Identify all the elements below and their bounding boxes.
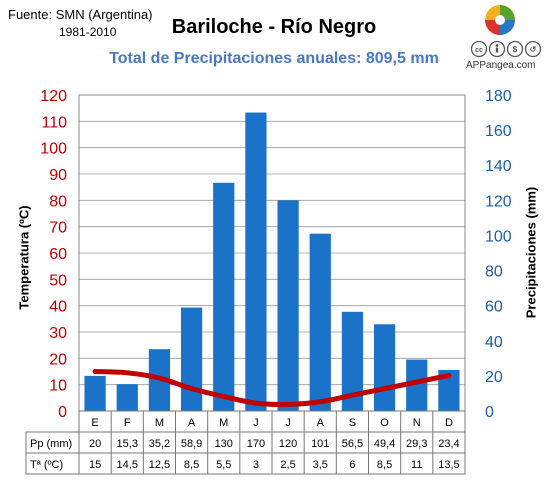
table-row-label: Pp (mm) xyxy=(30,438,72,450)
category-label: J xyxy=(253,417,259,429)
precipitation-bar xyxy=(213,182,235,411)
precipitation-bar xyxy=(245,112,267,412)
y-right-tick-label: 160 xyxy=(485,123,512,140)
table-cell: 12,5 xyxy=(149,459,170,471)
chart-title: Bariloche - Río Negro xyxy=(171,16,377,38)
y-right-tick-label: 0 xyxy=(485,404,494,421)
category-label: S xyxy=(349,417,356,429)
table-cell: 35,2 xyxy=(149,438,170,450)
license-badges: cc $ ↺ xyxy=(470,40,542,58)
brand-name: APPangea.com xyxy=(466,60,536,71)
table-cell: 170 xyxy=(247,438,265,450)
appangea-logo-icon xyxy=(485,5,515,35)
table-row-label: Tª (ºC) xyxy=(30,459,63,471)
y-left-tick-label: 90 xyxy=(49,167,67,184)
category-label: A xyxy=(317,417,325,429)
svg-text:$: $ xyxy=(513,45,518,54)
table-cell: 2,5 xyxy=(280,459,295,471)
table-cell: 3 xyxy=(253,459,259,471)
table-cell: 6 xyxy=(349,459,355,471)
precipitation-bar xyxy=(84,375,106,411)
table-cell: 56,5 xyxy=(342,438,363,450)
y-left-tick-label: 10 xyxy=(49,378,67,395)
svg-text:↺: ↺ xyxy=(530,45,537,54)
temperature-line xyxy=(92,369,452,407)
y-left-tick-label: 120 xyxy=(40,88,67,105)
category-label: O xyxy=(380,417,389,429)
category-label: M xyxy=(155,417,164,429)
y-right-tick-label: 20 xyxy=(485,369,503,386)
precipitation-bar xyxy=(341,311,364,411)
y-left-tick-label: 0 xyxy=(58,404,67,421)
y-left-tick-label: 60 xyxy=(49,246,67,263)
sa-icon: ↺ xyxy=(524,40,542,58)
cc-icon: cc xyxy=(470,40,488,58)
y-right-tick-label: 120 xyxy=(485,193,512,210)
table-row xyxy=(25,452,466,475)
category-label: F xyxy=(124,417,131,429)
precipitation-bar xyxy=(438,369,460,411)
table-cell: 20 xyxy=(89,438,101,450)
table-cell: 11 xyxy=(411,459,422,471)
svg-text:cc: cc xyxy=(475,47,483,54)
table-cell: 29,3 xyxy=(406,438,427,450)
table-cell: 130 xyxy=(215,438,233,450)
chart-subtitle: Total de Precipitaciones anuales: 809,5 … xyxy=(109,50,439,67)
table-cell: 14,5 xyxy=(117,459,138,471)
precipitation-bar xyxy=(116,384,138,411)
nc-icon: $ xyxy=(506,40,524,58)
table-cell: 5,5 xyxy=(216,459,231,471)
y-left-tick-label: 20 xyxy=(49,351,67,368)
table-cell: 15 xyxy=(89,459,101,471)
category-label: E xyxy=(91,417,98,429)
category-label: A xyxy=(188,417,196,429)
precipitation-bar xyxy=(309,233,331,411)
precipitation-bar xyxy=(180,307,203,411)
table-cell: 120 xyxy=(279,438,297,450)
y-left-tick-label: 100 xyxy=(40,141,67,158)
table-cell: 101 xyxy=(311,438,329,450)
precipitation-bar xyxy=(373,324,396,411)
table-cell: 3,5 xyxy=(313,459,328,471)
table-cell: 13,5 xyxy=(438,459,459,471)
category-label: M xyxy=(219,417,228,429)
y-left-tick-label: 50 xyxy=(49,272,67,289)
y-right-tick-label: 40 xyxy=(485,334,503,351)
table-cell: 23,4 xyxy=(438,438,459,450)
table-cell: 49,4 xyxy=(374,438,395,450)
table-cell: 8,5 xyxy=(184,459,199,471)
data-source: Fuente: SMN (Argentina) xyxy=(8,7,153,22)
y-right-tick-label: 100 xyxy=(485,228,512,245)
y-left-tick-label: 110 xyxy=(41,114,67,131)
by-icon xyxy=(488,40,506,58)
y-left-tick-label: 30 xyxy=(49,325,67,342)
data-period: 1981-2010 xyxy=(59,25,117,39)
table-cell: 8,5 xyxy=(377,459,392,471)
y-right-tick-label: 80 xyxy=(485,264,503,281)
precipitation-bar xyxy=(406,359,428,411)
y-right-tick-label: 140 xyxy=(485,158,512,175)
table-cell: 58,9 xyxy=(181,438,202,450)
category-label: N xyxy=(413,417,421,429)
y-left-tick-label: 70 xyxy=(49,220,67,237)
precipitation-bar xyxy=(277,200,299,411)
category-label: D xyxy=(445,417,453,429)
y-right-tick-label: 60 xyxy=(485,299,503,316)
y-right-tick-label: 180 xyxy=(485,88,512,105)
y-left-tick-label: 80 xyxy=(49,193,67,210)
table-cell: 15,3 xyxy=(117,438,138,450)
y-left-tick-label: 40 xyxy=(49,299,67,316)
category-label: J xyxy=(285,417,291,429)
